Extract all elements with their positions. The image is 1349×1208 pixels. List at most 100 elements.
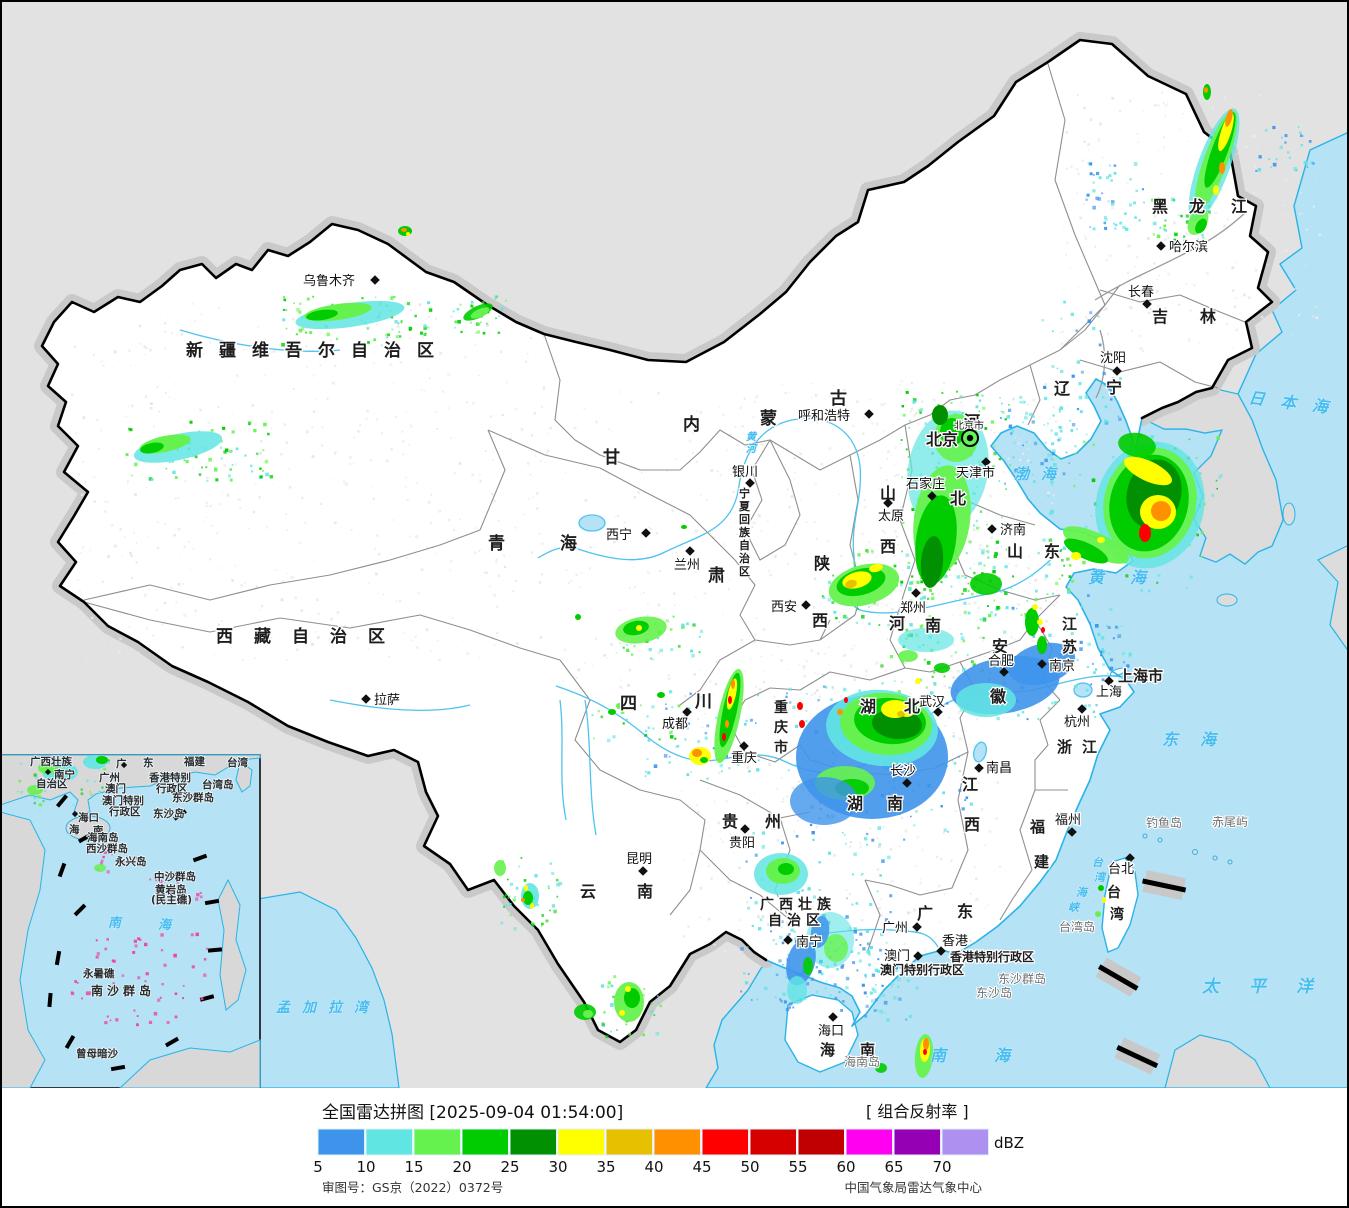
terrain-speckle bbox=[113, 350, 117, 354]
terrain-speckle bbox=[547, 432, 550, 435]
province-label: 贵 bbox=[722, 812, 738, 831]
legend-color-segment bbox=[893, 1128, 941, 1156]
echo-speckle bbox=[1000, 410, 1003, 413]
echo-speckle bbox=[622, 646, 625, 649]
terrain-speckle bbox=[833, 853, 836, 857]
terrain-speckle bbox=[871, 422, 874, 425]
echo-speckle bbox=[299, 302, 302, 305]
radar-echo-blob bbox=[1095, 911, 1101, 917]
terrain-speckle bbox=[549, 426, 552, 430]
inset-speckle bbox=[90, 793, 93, 796]
echo-speckle bbox=[676, 744, 680, 748]
echo-speckle bbox=[547, 885, 550, 888]
echo-speckle bbox=[1051, 365, 1055, 369]
echo-speckle bbox=[780, 898, 784, 902]
province-label: 河 bbox=[889, 614, 905, 633]
terrain-speckle bbox=[1066, 167, 1068, 170]
echo-speckle bbox=[994, 613, 997, 616]
terrain-speckle bbox=[501, 413, 504, 416]
echo-speckle bbox=[987, 550, 990, 553]
inset-speckle bbox=[136, 1023, 139, 1027]
echo-speckle bbox=[669, 628, 673, 631]
echo-speckle bbox=[689, 692, 692, 695]
echo-speckle bbox=[818, 889, 821, 891]
terrain-speckle bbox=[171, 332, 173, 334]
echo-speckle bbox=[698, 635, 701, 638]
legend-tick: 45 bbox=[692, 1158, 711, 1176]
echo-speckle bbox=[1174, 232, 1178, 237]
terrain-speckle bbox=[1226, 109, 1229, 111]
inset-speckle bbox=[101, 799, 105, 803]
terrain-speckle bbox=[251, 404, 254, 407]
terrain-speckle bbox=[682, 714, 686, 718]
terrain-speckle bbox=[109, 303, 111, 306]
echo-speckle bbox=[1297, 126, 1300, 128]
echo-speckle bbox=[1151, 198, 1155, 202]
terrain-speckle bbox=[1032, 398, 1036, 402]
province-label: 云 bbox=[580, 882, 596, 901]
echo-speckle bbox=[1060, 317, 1062, 320]
terrain-speckle bbox=[164, 347, 166, 350]
terrain-speckle bbox=[234, 565, 236, 567]
terrain-speckle bbox=[319, 364, 322, 367]
terrain-speckle bbox=[882, 825, 885, 828]
terrain-speckle bbox=[265, 526, 269, 529]
echo-speckle bbox=[893, 680, 896, 682]
terrain-speckle bbox=[1318, 234, 1320, 236]
inset-speckle bbox=[153, 1011, 158, 1016]
terrain-speckle bbox=[450, 315, 453, 318]
echo-speckle bbox=[866, 950, 871, 954]
echo-speckle bbox=[1073, 484, 1076, 488]
echo-speckle bbox=[966, 653, 969, 656]
echo-speckle bbox=[985, 550, 988, 553]
echo-speckle bbox=[881, 682, 884, 685]
echo-speckle bbox=[1058, 425, 1061, 429]
terrain-speckle bbox=[292, 387, 295, 390]
terrain-speckle bbox=[568, 582, 570, 584]
terrain-speckle bbox=[980, 807, 984, 811]
echo-speckle bbox=[915, 986, 919, 990]
echo-speckle bbox=[1272, 162, 1277, 167]
echo-speckle bbox=[958, 788, 962, 792]
terrain-speckle bbox=[923, 602, 927, 606]
inset-label: 黄岩岛 bbox=[155, 883, 187, 896]
echo-speckle bbox=[1098, 176, 1102, 180]
echo-speckle bbox=[692, 623, 696, 627]
terrain-speckle bbox=[408, 443, 410, 446]
echo-speckle bbox=[877, 826, 882, 830]
echo-speckle bbox=[1157, 573, 1161, 577]
echo-speckle bbox=[1092, 326, 1096, 331]
terrain-speckle bbox=[137, 651, 140, 654]
terrain-speckle bbox=[918, 423, 920, 425]
terrain-speckle bbox=[709, 835, 711, 837]
terrain-speckle bbox=[589, 567, 591, 570]
terrain-speckle bbox=[647, 571, 650, 575]
terrain-speckle bbox=[722, 413, 725, 416]
radar-echo-blob bbox=[940, 418, 964, 446]
terrain-speckle bbox=[747, 763, 750, 766]
terrain-speckle bbox=[209, 505, 212, 508]
echo-speckle bbox=[863, 991, 867, 994]
echo-speckle bbox=[223, 450, 227, 454]
echo-speckle bbox=[946, 702, 949, 705]
terrain-speckle bbox=[815, 689, 819, 692]
terrain-speckle bbox=[240, 584, 243, 587]
province-label: 陕 bbox=[814, 554, 830, 573]
radar-echo-blob bbox=[731, 679, 735, 689]
terrain-speckle bbox=[630, 400, 633, 404]
terrain-speckle bbox=[174, 383, 176, 385]
echo-speckle bbox=[786, 922, 789, 925]
echo-speckle bbox=[987, 605, 989, 607]
echo-speckle bbox=[1201, 234, 1205, 237]
terrain-speckle bbox=[988, 830, 992, 833]
terrain-speckle bbox=[352, 462, 355, 465]
terrain-speckle bbox=[1137, 298, 1139, 300]
terrain-speckle bbox=[320, 444, 324, 447]
terrain-speckle bbox=[181, 582, 184, 585]
terrain-speckle bbox=[405, 301, 408, 304]
terrain-speckle bbox=[218, 503, 221, 506]
echo-speckle bbox=[486, 322, 488, 325]
terrain-speckle bbox=[990, 429, 992, 431]
legend-color-segment bbox=[557, 1128, 605, 1156]
echo-speckle bbox=[397, 322, 400, 325]
